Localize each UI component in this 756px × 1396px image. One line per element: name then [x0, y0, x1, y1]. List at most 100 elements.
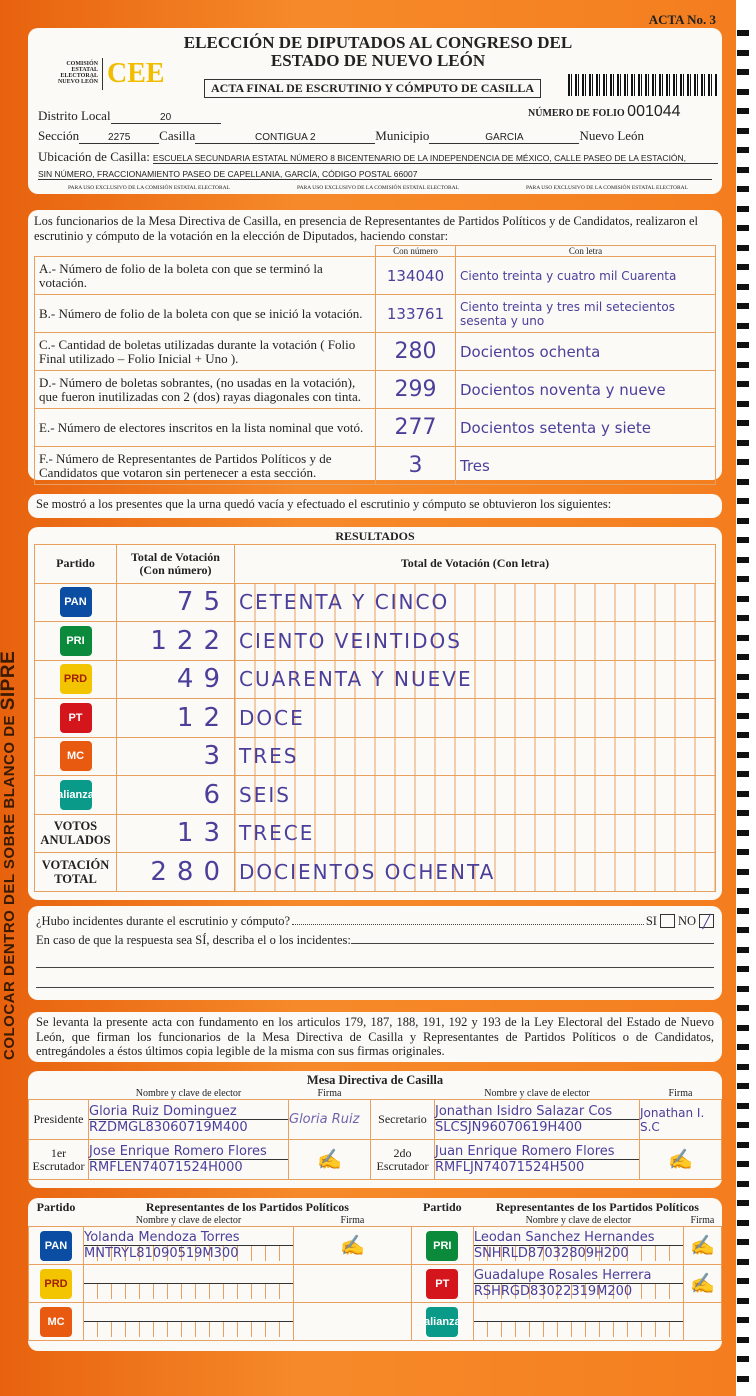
timing-mark: [737, 517, 749, 524]
incident-line[interactable]: [36, 968, 714, 988]
timing-mark: [737, 361, 749, 368]
presidente-name: Gloria Ruiz Dominguez RZDMGL83060719M400: [88, 1099, 289, 1140]
org-name: COMISIÓN ESTATAL ELECTORAL NUEVO LEÓN: [57, 61, 98, 85]
result-letter-field[interactable]: SEIS: [234, 775, 716, 815]
alianza-logo: alianza: [424, 1306, 461, 1337]
pri-logo: PRI: [426, 1230, 459, 1261]
total-letter-field[interactable]: DOCIENTOS OCHENTA: [234, 852, 716, 892]
timing-mark: [737, 1356, 749, 1362]
rep-signature[interactable]: ✍: [293, 1226, 412, 1265]
count-number-field[interactable]: 277: [375, 408, 456, 447]
timing-mark: [737, 1102, 749, 1109]
rep-row: PAN Yolanda Mendoza Torres MNTRYL81090519M…: [28, 1226, 723, 1265]
representatives-panel: Partido Representantes de los Partidos Po…: [28, 1198, 723, 1351]
count-number-field[interactable]: 3: [375, 446, 456, 485]
timing-mark: [737, 283, 749, 290]
results-title: RESULTADOS: [335, 529, 415, 543]
secretario-signature: Jonathan I. S.C: [639, 1099, 722, 1140]
rep-name-field[interactable]: Leodan Sanchez Hernandes SNHRLD87032809H2…: [472, 1226, 684, 1265]
anulados-number-field[interactable]: 13: [116, 813, 235, 853]
timing-mark: [737, 205, 749, 212]
count-letter-field[interactable]: Ciento treinta y tres mil setecientos se…: [455, 294, 716, 333]
timing-mark: [737, 732, 749, 738]
timing-mark: [737, 166, 749, 173]
folio-number: 001044: [627, 103, 681, 120]
seccion-field: 2275: [79, 132, 160, 144]
result-letter-field[interactable]: CUARENTA Y NUEVE: [234, 659, 716, 699]
rep-name-field[interactable]: Yolanda Mendoza Torres MNTRYL81090519M300: [83, 1226, 294, 1265]
timing-mark: [737, 264, 749, 270]
timing-mark: [737, 439, 749, 446]
count-row: E.- Número de electores inscritos en la …: [34, 408, 716, 447]
distrito-field: 20: [110, 112, 221, 124]
result-number-field[interactable]: 12: [116, 698, 235, 738]
total-number-field[interactable]: 280: [116, 852, 235, 892]
timing-mark: [737, 615, 749, 621]
anulados-letter-field[interactable]: TRECE: [234, 813, 716, 853]
legal-text: Se levanta la presente acta con fundamen…: [28, 1012, 722, 1062]
barcode: [568, 74, 718, 96]
mesa-title: Mesa Directiva de Casilla: [306, 1073, 444, 1087]
incident-line[interactable]: [36, 948, 714, 968]
count-letter-field[interactable]: Tres: [455, 446, 716, 485]
timing-mark: [737, 907, 749, 914]
rep-signature[interactable]: [293, 1264, 412, 1303]
result-letter-field[interactable]: CETENTA Y CINCO: [234, 582, 716, 622]
count-letter-field[interactable]: Ciento treinta y cuatro mil Cuarenta: [455, 256, 716, 295]
counts-table: Con número Con letra A.- Número de folio …: [34, 245, 716, 485]
count-letter-field[interactable]: Docientos setenta y siete: [455, 408, 716, 447]
count-number-field[interactable]: 134040: [375, 256, 456, 295]
rep-signature[interactable]: ✍: [682, 1264, 723, 1303]
result-number-field[interactable]: 122: [116, 621, 235, 661]
title: ELECCIÓN DE DIPUTADOS AL CONGRESO DEL: [183, 33, 573, 52]
count-row: D.- Número de boletas sobrantes, (no usa…: [34, 370, 716, 409]
alianza-logo: alianza: [57, 779, 94, 810]
mesa-panel: Mesa Directiva de Casilla Nombre y clave…: [28, 1071, 722, 1188]
no-checkbox[interactable]: ╱: [699, 914, 714, 928]
title-line2: ESTADO DE NUEVO LEÓN: [270, 51, 486, 70]
result-number-field[interactable]: 49: [116, 659, 235, 699]
header-panel: ELECCIÓN DE DIPUTADOS AL CONGRESO DEL ES…: [28, 28, 722, 194]
rep-signature[interactable]: ✍: [682, 1226, 723, 1265]
result-letter-field[interactable]: CIENTO VEINTIDOS: [234, 621, 716, 661]
timing-mark: [737, 1317, 749, 1323]
si-checkbox[interactable]: [659, 914, 675, 928]
rep-signature[interactable]: [682, 1302, 723, 1341]
acta-number: ACTA No. 3: [648, 12, 716, 27]
rep-name-field[interactable]: [83, 1264, 294, 1303]
result-letter-field[interactable]: DOCE: [234, 698, 716, 738]
timing-mark: [737, 673, 749, 680]
timing-mark: [737, 342, 749, 348]
count-row: C.- Cantidad de boletas utilizadas duran…: [34, 332, 716, 371]
timing-mark: [737, 537, 749, 543]
anulados-row: VOTOS ANULADOS 13 TRECE: [34, 813, 716, 853]
rep-name-field[interactable]: [472, 1302, 684, 1341]
prd-logo: PRD: [40, 1268, 72, 1299]
result-number-field[interactable]: 3: [116, 736, 235, 776]
timing-mark: [737, 693, 749, 699]
count-number-field[interactable]: 280: [375, 332, 456, 371]
ubicacion-field-2: SIN NÚMERO, FRACCIONAMIENTO PASEO DE CAP…: [38, 169, 712, 180]
timing-mark: [737, 1258, 749, 1265]
mc-logo: MC: [59, 741, 92, 772]
count-number-field[interactable]: 133761: [375, 294, 456, 333]
folio-label: NÚMERO DE FOLIO: [528, 108, 625, 119]
rep-name-field[interactable]: Guadalupe Rosales Herrera RSHRGD83022319M…: [472, 1264, 684, 1303]
timing-mark: [737, 888, 749, 894]
count-letter-field[interactable]: Docientos noventa y nueve: [455, 370, 716, 409]
rep-name-field[interactable]: [83, 1302, 294, 1341]
timing-mark: [737, 127, 749, 134]
side-instruction: COLOCAR DENTRO DEL SOBRE BLANCO DE SIPRE: [0, 650, 19, 1060]
count-number-field[interactable]: 299: [375, 370, 456, 409]
timing-mark: [737, 108, 749, 114]
count-row: B.- Número de folio de la boleta con que…: [34, 294, 716, 333]
result-number-field[interactable]: 6: [116, 775, 235, 815]
result-number-field[interactable]: 75: [116, 582, 235, 622]
result-letter-field[interactable]: TRES: [234, 736, 716, 776]
rep-signature[interactable]: [293, 1302, 412, 1341]
count-letter-field[interactable]: Docientos ochenta: [455, 332, 716, 371]
timing-mark: [737, 1024, 749, 1031]
result-row: MC 3 TRES: [34, 736, 716, 776]
timing-mark: [737, 244, 749, 251]
timing-mark: [737, 49, 749, 56]
